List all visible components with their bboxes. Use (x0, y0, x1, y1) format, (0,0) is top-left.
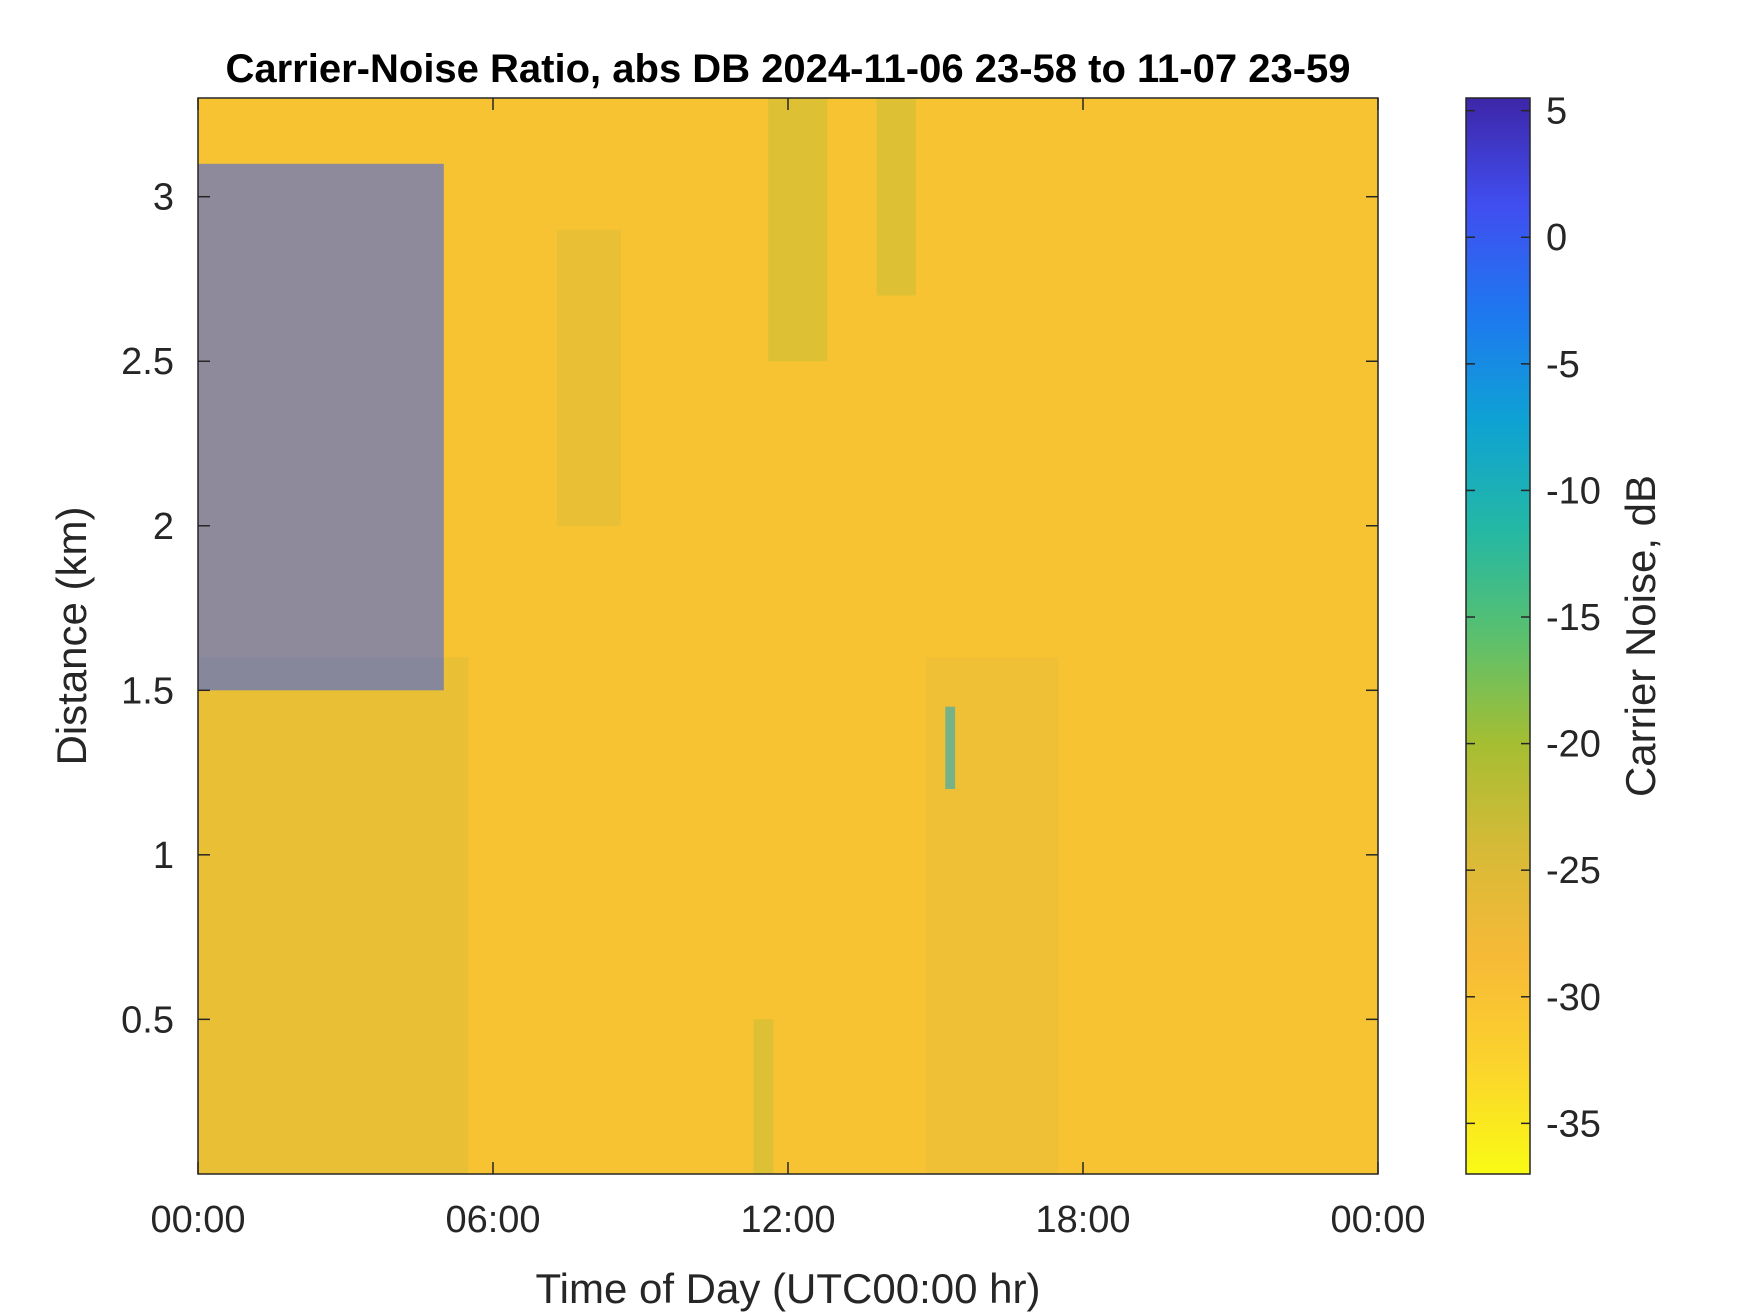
colorbar-tick-label: -35 (1546, 1103, 1601, 1145)
y-tick-label: 3 (153, 177, 174, 219)
y-axis-label: Distance (km) (48, 506, 95, 765)
colorbar-tick-label: -30 (1546, 977, 1601, 1019)
colorbar-tick-label: -25 (1546, 850, 1601, 892)
x-tick-label: 00:00 (150, 1199, 245, 1241)
colorbar-label: Carrier Noise, dB (1617, 475, 1664, 797)
x-axis-label: Time of Day (UTC00:00 hr) (536, 1265, 1041, 1312)
colorbar-tick-label: -10 (1546, 470, 1601, 512)
chart-title: Carrier-Noise Ratio, abs DB 2024-11-06 2… (225, 47, 1350, 91)
colorbar: 5 0 -5 -10 -15 -20 -25 -30 -35 (1465, 91, 1601, 1175)
y-tick-label: 2.5 (121, 341, 174, 383)
colorbar-scale (1465, 97, 1531, 1175)
heatmap-region-1 (198, 657, 469, 1174)
x-tick-label: 06:00 (445, 1199, 540, 1241)
x-tick-label: 00:00 (1330, 1199, 1425, 1241)
x-axis: 00:00 06:00 12:00 18:00 00:00 (150, 98, 1426, 1241)
y-tick-label: 0.5 (121, 999, 174, 1041)
colorbar-tick-label: 0 (1546, 217, 1567, 259)
colorbar-tick-label: 5 (1546, 91, 1567, 133)
heatmap-area (198, 98, 1378, 1174)
y-axis: 0.5 1 1.5 2 2.5 3 (121, 177, 1378, 1041)
heatmap-region-5 (876, 98, 916, 296)
heatmap-cells (198, 98, 1059, 1174)
heatmap-region-8 (753, 1019, 774, 1174)
x-tick-label: 12:00 (740, 1199, 835, 1241)
heatmap-region-7 (945, 706, 956, 789)
heatmap-region-2 (198, 163, 444, 691)
heatmap-region-3 (556, 229, 621, 526)
colorbar-tick-label: -15 (1546, 597, 1601, 639)
y-tick-label: 1 (153, 835, 174, 877)
y-tick-label: 1.5 (121, 670, 174, 712)
colorbar-tick-label: -20 (1546, 724, 1601, 766)
x-tick-label: 18:00 (1035, 1199, 1130, 1241)
colorbar-tick-label: -5 (1546, 344, 1580, 386)
colorbar-ticks: 5 0 -5 -10 -15 -20 -25 -30 -35 (1466, 91, 1601, 1145)
heatmap-region-4 (768, 98, 828, 362)
y-tick-label: 2 (153, 506, 174, 548)
